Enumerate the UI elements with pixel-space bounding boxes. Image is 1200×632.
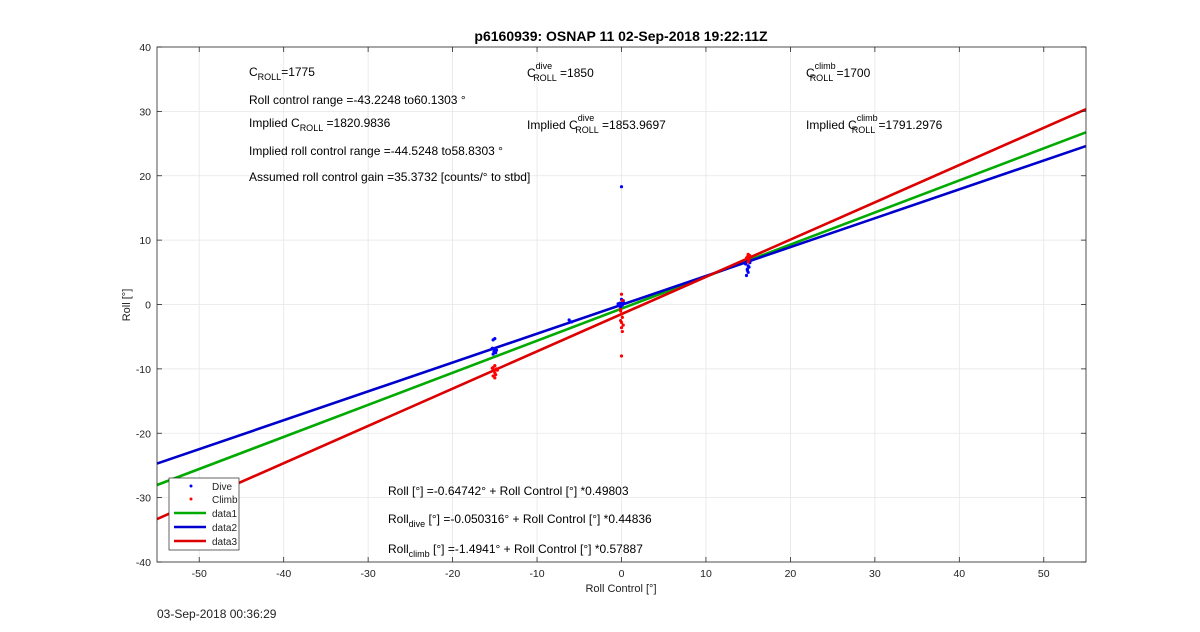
x-tick-label: -50 bbox=[192, 568, 207, 580]
point-climb bbox=[621, 323, 625, 327]
point-dive bbox=[494, 351, 498, 355]
legend: Dive Climb data1 data2 data3 bbox=[168, 477, 240, 551]
point-dive bbox=[491, 352, 495, 356]
data-points bbox=[490, 185, 752, 380]
chart-title: p6160939: OSNAP 11 02-Sep-2018 19:22:11Z bbox=[474, 28, 768, 44]
x-tick-label: -30 bbox=[361, 568, 376, 580]
point-dive bbox=[744, 273, 749, 278]
legend-marker-climb bbox=[189, 497, 193, 501]
legend-label-data2: data2 bbox=[212, 523, 237, 534]
roll-control-gain-annotation: Assumed roll control gain =35.3732 [coun… bbox=[249, 170, 530, 184]
legend-label-data3: data3 bbox=[212, 537, 237, 548]
point-dive bbox=[570, 320, 574, 324]
c-roll-dive-annotation: Cdive ROLL =1850 bbox=[527, 61, 594, 83]
y-axis-label: Roll [°] bbox=[121, 289, 133, 322]
y-tick-label: -30 bbox=[136, 493, 151, 505]
point-dive bbox=[745, 267, 749, 271]
point-climb bbox=[619, 312, 624, 316]
point-dive bbox=[744, 262, 748, 266]
point-climb bbox=[746, 260, 750, 264]
point-dive bbox=[622, 301, 626, 305]
y-tick-label: -10 bbox=[136, 364, 151, 376]
fit-all-equation: Roll [°] =-0.64742° + Roll Control [°] *… bbox=[388, 484, 629, 498]
point-climb bbox=[619, 309, 623, 313]
implied-roll-control-range-annotation: Implied roll control range =-44.5248 to5… bbox=[249, 144, 503, 158]
legend-label-climb: Climb bbox=[212, 495, 238, 506]
x-tick-label: 50 bbox=[1038, 568, 1050, 580]
x-tick-label: 30 bbox=[869, 568, 881, 580]
point-climb bbox=[493, 376, 497, 380]
fit-dive-equation: Rolldive [°] =-0.050316° + Roll Control … bbox=[388, 512, 652, 529]
legend-label-dive: Dive bbox=[212, 482, 232, 493]
point-climb bbox=[619, 320, 624, 325]
point-dive bbox=[746, 264, 750, 268]
y-tick-label: 40 bbox=[139, 42, 151, 54]
point-dive bbox=[490, 346, 494, 350]
x-tick-label: 40 bbox=[953, 568, 965, 580]
point-climb bbox=[619, 326, 624, 330]
x-tick-label: 0 bbox=[619, 568, 625, 580]
point-climb bbox=[619, 354, 624, 358]
x-tick-label: 10 bbox=[700, 568, 712, 580]
x-tick-label: -20 bbox=[445, 568, 460, 580]
point-climb bbox=[490, 366, 494, 370]
axis-ticks: -50 -40 -30 -20 -10 0 10 20 30 40 50 -40 -30 -20 -10 0 1… bbox=[136, 42, 1086, 580]
point-dive bbox=[494, 348, 499, 352]
c-roll-climb-annotation: Cclimb ROLL =1700 bbox=[806, 61, 871, 83]
y-tick-label: 0 bbox=[145, 300, 151, 312]
implied-c-roll-annotation: Implied CROLL =1820.9836 bbox=[249, 116, 391, 133]
y-tick-label: 20 bbox=[139, 171, 151, 183]
y-tick-label: 10 bbox=[139, 235, 151, 247]
point-climb bbox=[748, 253, 752, 258]
implied-c-roll-dive-annotation: Implied Cdive ROLL =1853.9697 bbox=[527, 113, 666, 135]
implied-c-roll-climb-annotation: Implied Cclimb ROLL =1791.2976 bbox=[806, 113, 943, 135]
x-tick-label: 20 bbox=[785, 568, 797, 580]
roll-control-range-annotation: Roll control range =-43.2248 to60.1303 ° bbox=[249, 93, 466, 107]
point-climb bbox=[747, 257, 751, 262]
y-tick-label: -20 bbox=[136, 428, 151, 440]
x-tick-label: -10 bbox=[529, 568, 544, 580]
y-tick-label: 30 bbox=[139, 106, 151, 118]
point-climb bbox=[495, 368, 499, 372]
point-climb bbox=[494, 373, 498, 377]
x-tick-label: -40 bbox=[276, 568, 291, 580]
c-roll-annotation: CROLL=1775 bbox=[249, 65, 315, 82]
point-climb bbox=[620, 299, 624, 303]
point-climb bbox=[619, 292, 624, 296]
point-climb bbox=[620, 315, 624, 319]
x-axis-label: Roll Control [°] bbox=[585, 583, 656, 595]
point-dive bbox=[567, 318, 571, 322]
point-climb bbox=[744, 256, 749, 260]
footer-timestamp: 03-Sep-2018 00:36:29 bbox=[157, 607, 277, 621]
y-tick-label: -40 bbox=[136, 557, 151, 569]
point-dive bbox=[619, 185, 624, 189]
point-dive bbox=[616, 302, 620, 306]
legend-marker-dive bbox=[189, 484, 193, 488]
fit-climb-equation: Rollclimb [°] =-1.4941° + Roll Control [… bbox=[388, 542, 643, 559]
point-dive bbox=[491, 338, 495, 342]
legend-label-data1: data1 bbox=[212, 509, 237, 520]
point-climb bbox=[620, 329, 624, 334]
